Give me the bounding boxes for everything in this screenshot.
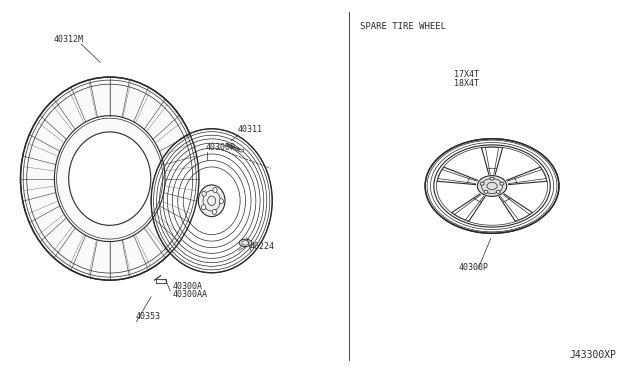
Ellipse shape — [220, 199, 223, 204]
Ellipse shape — [496, 190, 500, 193]
Text: 40353: 40353 — [135, 312, 160, 321]
Text: 40300AA: 40300AA — [172, 290, 207, 299]
Ellipse shape — [202, 191, 206, 196]
Ellipse shape — [477, 176, 507, 196]
Ellipse shape — [20, 77, 199, 280]
Ellipse shape — [151, 129, 272, 273]
Ellipse shape — [212, 209, 216, 214]
Text: 40312M: 40312M — [54, 35, 84, 44]
Text: J43300XP: J43300XP — [570, 350, 616, 359]
Ellipse shape — [425, 139, 559, 233]
Ellipse shape — [213, 187, 217, 192]
Text: 40300P: 40300P — [459, 263, 489, 272]
Text: 18X4T: 18X4T — [454, 79, 479, 88]
Ellipse shape — [239, 239, 252, 247]
Ellipse shape — [484, 190, 488, 193]
Ellipse shape — [500, 182, 504, 185]
Ellipse shape — [202, 205, 206, 210]
Text: 40300P: 40300P — [205, 143, 236, 152]
Text: 40300A: 40300A — [172, 282, 202, 291]
Text: SPARE TIRE WHEEL: SPARE TIRE WHEEL — [360, 22, 445, 31]
Ellipse shape — [68, 132, 151, 225]
Text: 17X4T: 17X4T — [454, 70, 479, 79]
Ellipse shape — [239, 149, 244, 152]
Ellipse shape — [198, 185, 225, 217]
Ellipse shape — [480, 182, 484, 185]
Ellipse shape — [490, 177, 494, 180]
Text: 40311: 40311 — [237, 125, 262, 134]
Text: 40224: 40224 — [250, 241, 275, 251]
Bar — [156, 279, 166, 283]
